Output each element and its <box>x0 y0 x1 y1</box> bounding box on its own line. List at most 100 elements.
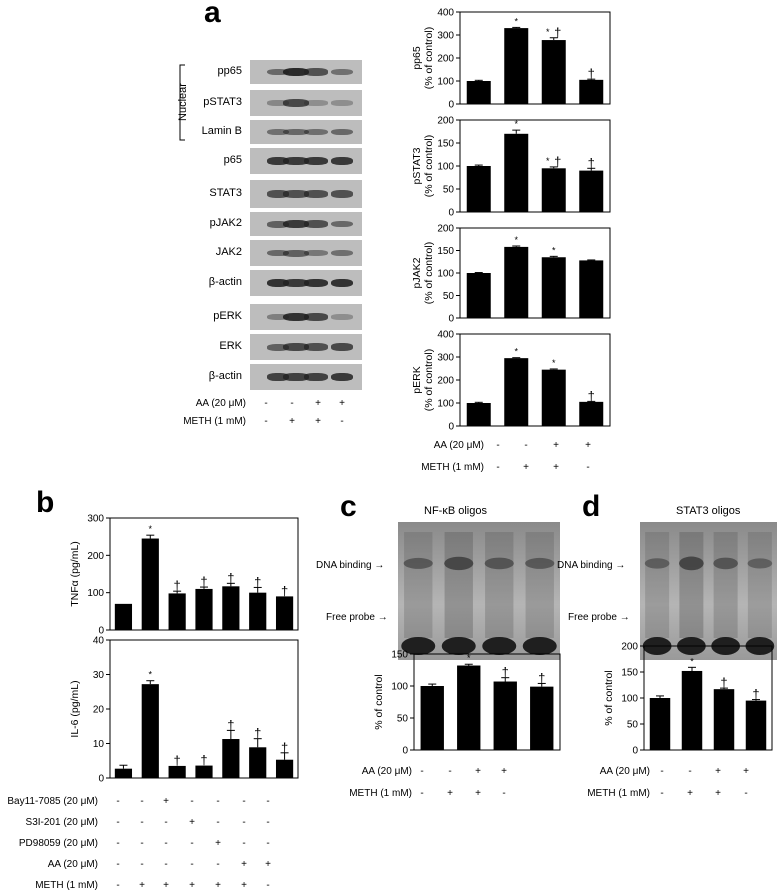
significance-star: * <box>149 670 153 680</box>
blot-band <box>304 373 328 381</box>
bar <box>579 401 604 426</box>
treatment-sign: + <box>189 817 195 828</box>
gel-d-title: STAT3 oligos <box>676 505 741 517</box>
dna-binding-band <box>525 557 555 569</box>
treatment-sign: - <box>448 766 452 777</box>
free-probe-band <box>482 637 517 655</box>
nuclear-bracket <box>179 64 185 141</box>
treatment-sign: - <box>420 788 424 799</box>
bar <box>168 593 186 630</box>
emsa-gel-c <box>398 522 560 660</box>
blot-band <box>283 156 309 166</box>
y-tick-label: 300 <box>87 514 104 525</box>
blot-band <box>331 372 353 382</box>
panel-a-chart-treatments: AA (20 μM) - - + + METH (1 mM) - + + - <box>0 440 620 476</box>
treatment-sign: - <box>116 817 120 828</box>
bar <box>530 686 554 750</box>
treatment-sign: + <box>523 462 529 473</box>
blot-band <box>283 128 309 136</box>
y-tick-label: 0 <box>448 314 454 325</box>
blot-band <box>283 249 309 257</box>
blot-label: pERK <box>213 310 242 322</box>
bar <box>579 170 604 212</box>
treatment-sign: - <box>164 859 168 870</box>
free-probe-band <box>522 637 557 655</box>
blot-strip <box>250 364 362 390</box>
treatment-sign: - <box>688 766 692 777</box>
bar <box>195 765 213 778</box>
treatment-sign: + <box>475 766 481 777</box>
treatment-label: METH (1 mM) <box>35 880 98 891</box>
bar <box>466 81 491 104</box>
treatment-sign: - <box>290 398 294 409</box>
significance-dagger: † <box>588 155 595 170</box>
treatment-sign: - <box>266 817 270 828</box>
gel-image <box>640 522 777 660</box>
blot-band <box>283 373 309 381</box>
bar <box>457 665 481 750</box>
y-axis-label-line: % of control <box>373 674 385 729</box>
blot-label: STAT3 <box>209 187 242 199</box>
blot-label: Lamin B <box>201 125 242 137</box>
gel-lane <box>525 532 554 638</box>
treatment-label: AA (20 μM) <box>47 859 98 870</box>
treatment-label: AA (20 μM) <box>361 766 412 777</box>
dna-binding-band <box>403 557 433 569</box>
y-axis-label-line: pSTAT3 <box>411 147 423 184</box>
treatment-sign: - <box>496 462 500 473</box>
significance-dagger: † <box>200 574 207 589</box>
y-axis-label-line: % of control <box>603 670 615 725</box>
y-axis-label-line: (% of control) <box>423 27 435 89</box>
blot-strip <box>250 304 362 330</box>
y-tick-label: 200 <box>437 376 454 387</box>
y-tick-label: 150 <box>437 139 454 150</box>
treatment-sign: + <box>339 398 345 409</box>
treatment-sign: + <box>687 788 693 799</box>
treatment-sign: - <box>190 796 194 807</box>
y-axis-label-line: TNFα (pg/mL) <box>69 541 81 607</box>
treatment-sign: - <box>216 859 220 870</box>
treatment-sign: + <box>265 859 271 870</box>
bar <box>466 273 491 318</box>
bar <box>579 260 604 318</box>
treatment-sign: + <box>163 880 169 891</box>
bar <box>541 257 566 318</box>
dna-binding-band <box>713 557 738 570</box>
blot-band <box>304 278 328 288</box>
bar <box>493 681 517 750</box>
y-axis-label-line: pp65 <box>411 46 423 70</box>
treatment-sign: - <box>266 880 270 891</box>
emsa-gel-d <box>640 522 777 660</box>
panel-b-treatments: Bay11-7085 (20 μM) - - + - - - - S3I-201 (20 μM)… <box>0 796 320 896</box>
y-tick-label: 100 <box>437 77 454 88</box>
treatment-sign: - <box>190 859 194 870</box>
dna-binding-band <box>747 558 773 569</box>
blot-band <box>331 100 353 106</box>
gel-background <box>640 522 777 660</box>
chart-c-nfkb: 0 50 100 150 % of control * † † <box>373 650 561 757</box>
gel-lane <box>645 532 670 638</box>
treatment-sign: + <box>189 880 195 891</box>
y-tick-label: 400 <box>437 330 454 341</box>
y-tick-label: 0 <box>448 208 454 219</box>
blot-label: ERK <box>219 340 242 352</box>
y-tick-label: 50 <box>627 720 639 731</box>
treatment-sign: - <box>140 817 144 828</box>
treatment-label: AA (20 μM) <box>599 766 650 777</box>
y-tick-label: 150 <box>391 650 408 661</box>
treatment-sign: - <box>164 817 168 828</box>
y-tick-label: 100 <box>391 682 408 693</box>
y-axis-label: pJAK2 (% of control) <box>411 242 435 304</box>
blot-band <box>283 219 309 229</box>
y-tick-label: 200 <box>437 224 454 235</box>
treatment-sign: + <box>715 788 721 799</box>
treatment-label: METH (1 mM) <box>183 416 246 427</box>
blot-strip <box>250 334 362 360</box>
blot-band <box>304 128 328 136</box>
treatment-sign: - <box>264 416 268 427</box>
y-axis-label-line: (% of control) <box>423 349 435 411</box>
y-tick-label: 100 <box>437 162 454 173</box>
significance-dagger: † <box>174 578 181 593</box>
bar <box>579 79 604 104</box>
y-axis-label-line: (% of control) <box>423 135 435 197</box>
